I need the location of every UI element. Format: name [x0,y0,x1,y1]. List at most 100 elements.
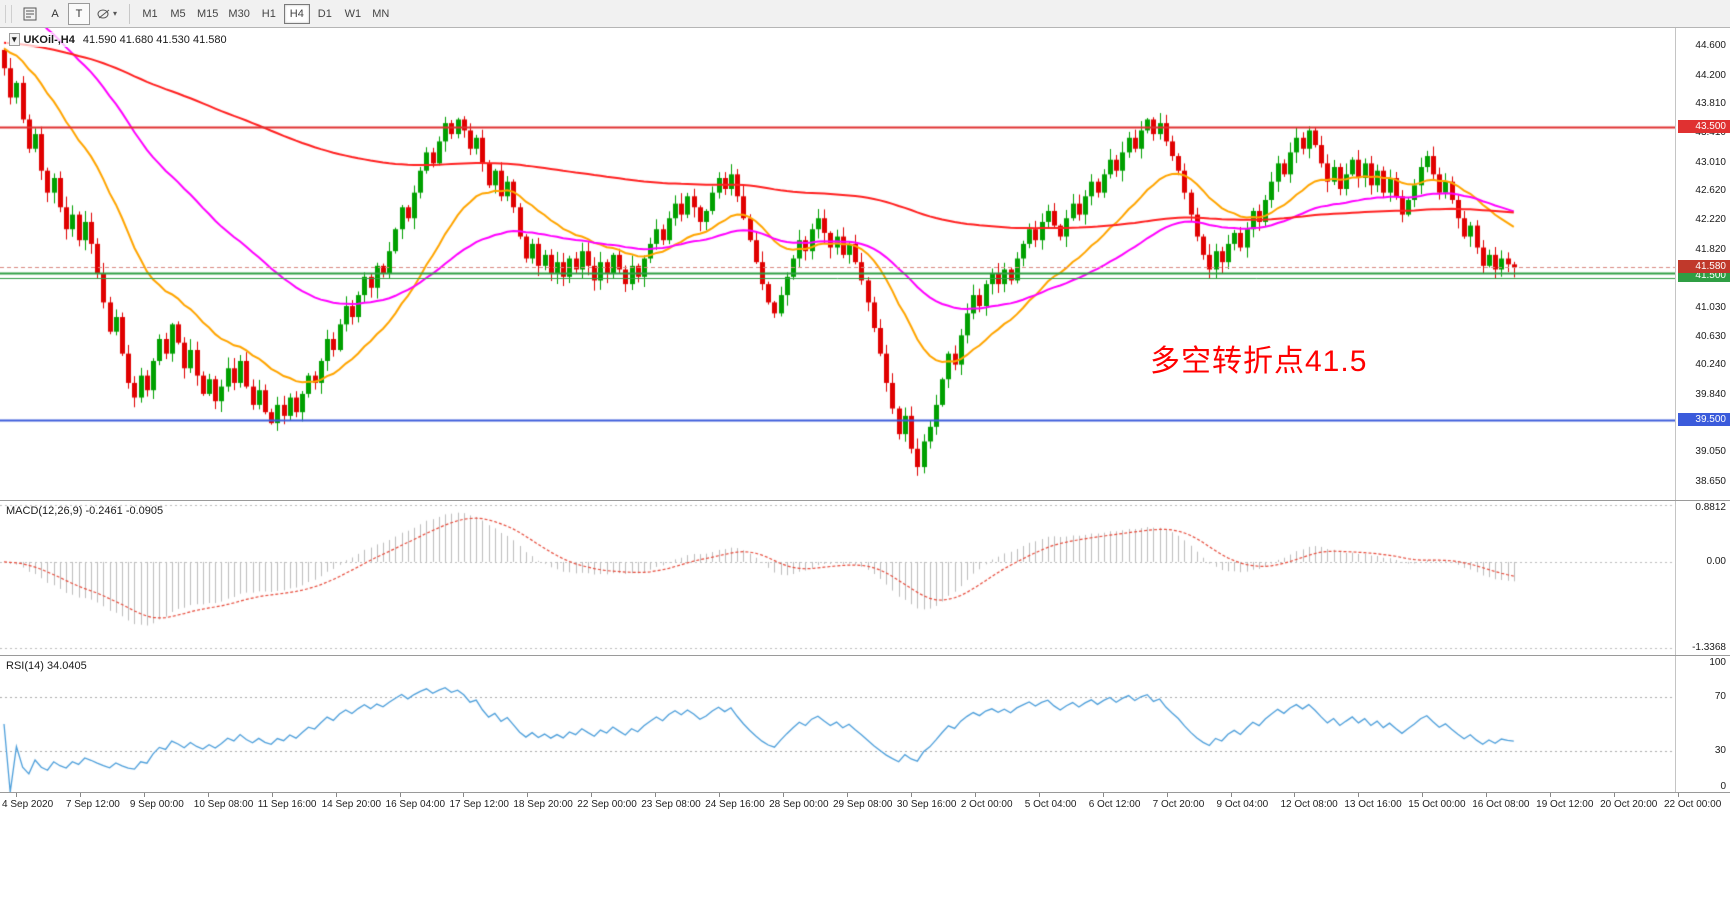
time-label: 14 Sep 20:00 [321,799,382,810]
rsi-axis[interactable]: 100 70 30 0 [1675,656,1730,792]
time-label: 18 Sep 20:00 [513,799,573,810]
time-label: 12 Oct 08:00 [1280,799,1338,810]
timeframe-button-W1[interactable]: W1 [340,4,366,24]
time-tick [1038,793,1040,797]
rsi-axis-label: 100 [1709,657,1726,668]
time-tick [1358,793,1360,797]
time-tick [1678,793,1679,797]
rsi-axis-label: 30 [1714,745,1726,757]
rsi-axis-label: 70 [1714,690,1726,702]
ohlc-values: 41.590 41.680 41.530 41.580 [82,33,227,46]
macd-axis-label: 0.8812 [1695,502,1726,513]
chart-annotation-text: 多空转折点41.5 [1150,345,1368,378]
time-tick [655,793,657,797]
price-axis[interactable]: 44.600 44.200 43.810 43.410 43.010 42.620 42.2… [1675,28,1730,500]
timeframe-button-H1[interactable]: H1 [256,4,282,24]
timeframe-button-D1[interactable]: D1 [312,4,338,24]
time-label: 24 Sep 16:00 [705,799,765,810]
price-axis-label: 44.200 [1695,69,1726,81]
time-label: 23 Sep 08:00 [641,799,701,810]
time-label: 10 Sep 08:00 [193,799,254,810]
time-tick [591,793,593,797]
time-tick [143,793,145,797]
price-axis-label: 41.820 [1695,243,1726,255]
rsi-panel: RSI(14) 34.0405 100 70 30 0 [0,655,1730,792]
price-axis-label: 43.410 [1695,127,1726,139]
time-tick [1294,793,1296,797]
time-label: 9 Oct 04:00 [1216,799,1269,810]
price-axis-label: 43.010 [1695,156,1726,168]
time-label: 7 Oct 20:00 [1152,799,1205,810]
timeframe-button-M1[interactable]: M1 [137,4,163,24]
shapes-tool-button[interactable]: ▾ [92,3,122,25]
shapes-tool-icon [97,9,110,18]
time-tick [335,793,337,797]
bottom-whitespace [0,818,1730,897]
time-label: 29 Sep 08:00 [833,799,893,810]
time-label: 28 Sep 00:00 [769,799,829,810]
time-tick [1550,793,1552,797]
toolbar-separator [129,3,131,24]
macd-axis-label: 0.00 [1706,555,1726,567]
time-axis[interactable]: 4 Sep 2020 7 Sep 12:00 9 Sep 00:00 10 Sep 0… [0,792,1730,818]
timeframe-button-M5[interactable]: M5 [165,4,191,24]
macd-label: MACD(12,26,9) -0.2461 -0.0905 [6,505,164,517]
macd-panel: MACD(12,26,9) -0.2461 -0.0905 0.8812 0.00… [0,500,1730,655]
time-label: 16 Oct 08:00 [1472,799,1530,810]
price-tag: 43.500 [1678,119,1730,133]
time-label: 7 Sep 12:00 [65,799,120,810]
time-label: 4 Sep 2020 [2,799,54,810]
price-axis-label: 42.620 [1695,185,1726,197]
time-label: 19 Oct 12:00 [1536,799,1594,810]
price-axis-label: 39.840 [1695,388,1726,400]
template-icon [23,7,37,20]
rsi-axis-label: 0 [1720,781,1726,792]
time-label: 17 Sep 12:00 [449,799,509,810]
time-label: 6 Oct 12:00 [1088,799,1141,810]
template-tool-button[interactable] [18,3,42,25]
text-tool-button[interactable]: T [68,2,90,25]
price-axis-label: 40.630 [1695,330,1726,342]
time-tick [399,793,401,797]
time-tick [1614,793,1616,797]
time-label: 16 Sep 04:00 [385,799,446,810]
macd-axis-label: -1.3368 [1692,641,1726,653]
toolbar-grip[interactable] [5,4,12,23]
time-tick [719,793,721,797]
price-axis-label: 43.810 [1695,98,1726,110]
timeframe-button-M15[interactable]: M15 [193,4,222,24]
time-label: 22 Oct 00:00 [1664,799,1722,810]
time-tick [463,793,465,797]
time-tick [1230,793,1232,797]
price-tag: 41.580 [1678,260,1730,274]
time-tick [527,793,529,797]
time-tick [783,793,785,797]
price-axis-label: 38.650 [1695,475,1726,487]
price-axis-label: 39.050 [1695,446,1726,458]
time-label: 22 Sep 00:00 [577,799,637,810]
timeframe-button-MN[interactable]: MN [368,4,394,24]
timeframe-button-M30[interactable]: M30 [224,4,253,24]
time-tick [974,793,976,797]
main-chart-canvas[interactable] [0,28,1675,500]
macd-axis[interactable]: 0.8812 0.00 -1.3368 [1675,501,1730,655]
timeframe-toolbar: M1 M5 M15 M30 H1 H4 D1 W1 MN [136,3,395,24]
price-tag: 39.500 [1678,412,1730,426]
macd-canvas[interactable] [0,501,1675,655]
rsi-canvas[interactable] [0,656,1675,792]
price-axis-label: 40.240 [1695,359,1726,371]
text-label-tool-button[interactable]: A [44,3,66,25]
time-tick [271,793,273,797]
dropdown-caret-icon: ▾ [113,9,118,18]
time-tick [207,793,209,797]
time-label: 15 Oct 00:00 [1408,799,1466,810]
time-label: 2 Oct 00:00 [960,799,1013,810]
time-label: 5 Oct 04:00 [1024,799,1077,810]
chart-menu-icon[interactable]: ▾ [9,33,20,46]
timeframe-button-H4[interactable]: H4 [283,3,310,24]
time-tick [1102,793,1104,797]
time-label: 9 Sep 00:00 [129,799,184,810]
rsi-label: RSI(14) 34.0405 [6,660,87,672]
time-tick [79,793,81,797]
